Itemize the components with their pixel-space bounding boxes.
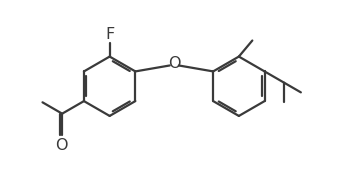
Text: O: O [55,138,68,153]
Text: F: F [105,27,114,42]
Text: O: O [168,56,181,71]
